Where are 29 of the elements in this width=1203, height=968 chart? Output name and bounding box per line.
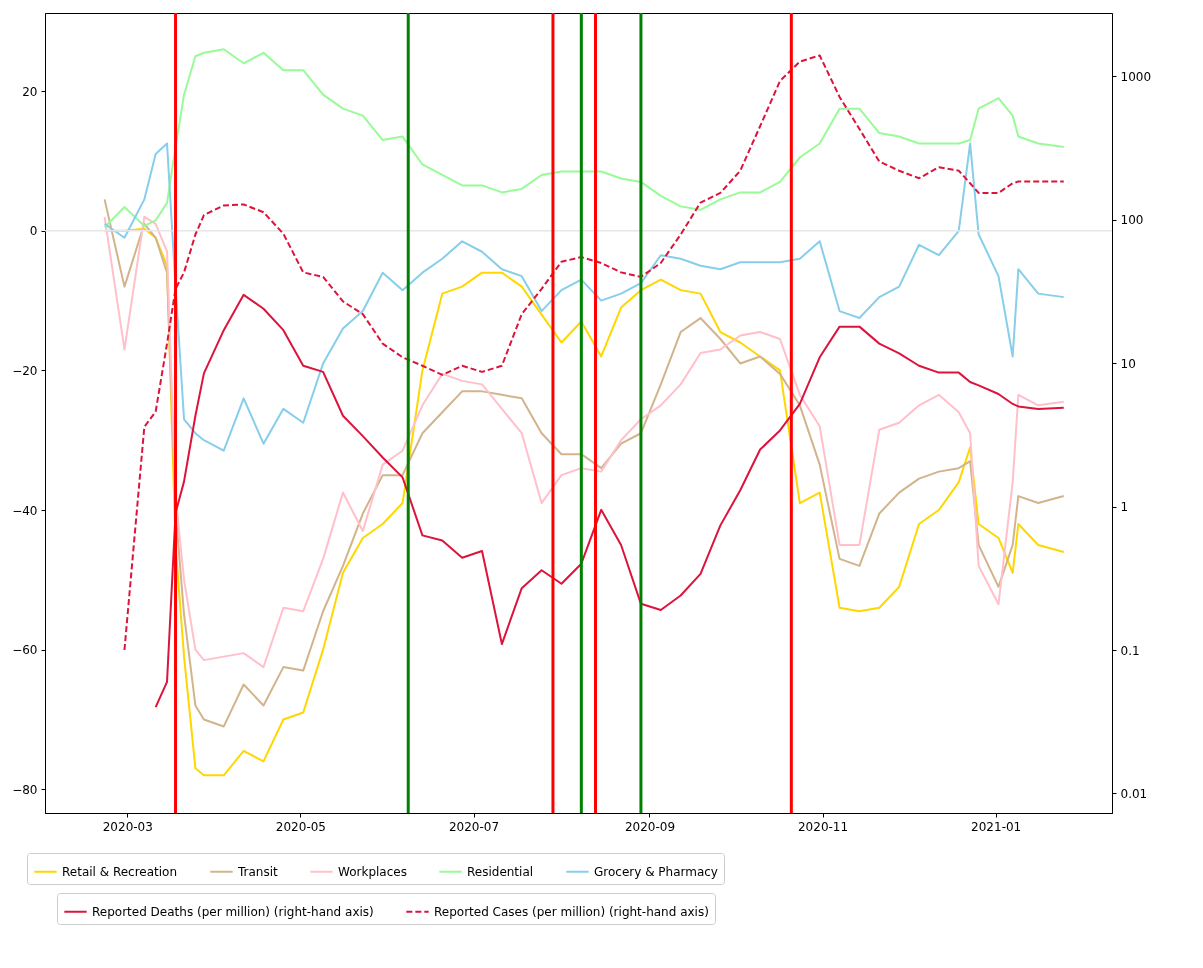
y2-tick-label: 1000 (1120, 69, 1152, 84)
line-series (103, 142, 1065, 452)
y2-tick-label: 0.01 (1120, 786, 1148, 801)
legend-label: Reported Deaths (per million) (right-hand axis) (92, 904, 374, 919)
legend-label: Residential (467, 864, 534, 879)
line-series (154, 293, 1065, 709)
y-tick-label: 20 (22, 84, 38, 99)
line-series (123, 54, 1065, 652)
legend-label: Transit (237, 864, 279, 879)
y2-tick-label: 100 (1120, 213, 1144, 228)
legend-label: Grocery & Pharmacy (594, 864, 718, 879)
y-tick-label: −40 (12, 503, 38, 518)
y-tick-label: −20 (12, 363, 38, 378)
y-tick-label: −60 (12, 643, 38, 658)
legend-label: Reported Cases (per million) (right-hand axis) (434, 904, 709, 919)
x-tick-label: 2021-01 (971, 819, 1022, 834)
legend-label: Workplaces (338, 864, 407, 879)
x-tick-label: 2020-07 (448, 819, 500, 834)
y-tick-label: −80 (12, 782, 38, 797)
y2-tick-label: 1 (1120, 500, 1129, 515)
x-tick-label: 2020-11 (797, 819, 849, 834)
x-tick-label: 2020-05 (275, 819, 326, 834)
x-tick-label: 2020-09 (624, 819, 676, 834)
y2-tick-label: 10 (1120, 356, 1136, 371)
legend-label: Retail & Recreation (62, 864, 178, 879)
y-tick-label: 0 (29, 224, 38, 239)
x-tick-label: 2020-03 (102, 819, 153, 834)
line-series (103, 48, 1065, 229)
y2-tick-label: 0.1 (1120, 643, 1140, 658)
